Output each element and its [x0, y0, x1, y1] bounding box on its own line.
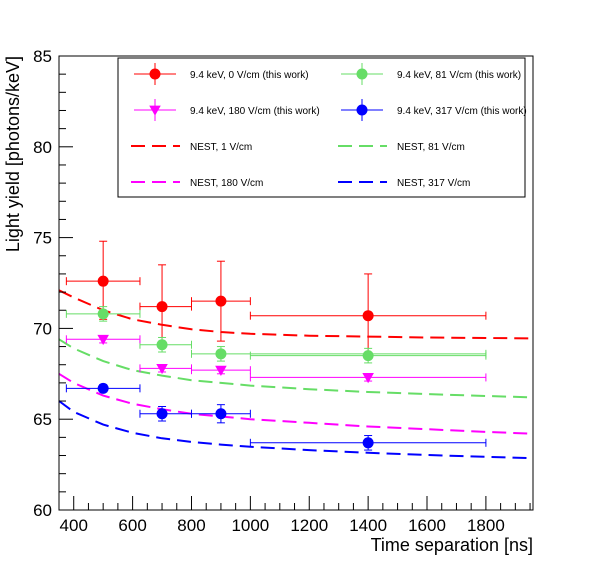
series-1-point-2 — [190, 346, 487, 362]
y-tick-label: 80 — [33, 138, 52, 157]
x-tick-label: 1000 — [231, 516, 269, 535]
legend-marker — [149, 105, 161, 116]
y-tick-label: 70 — [33, 319, 52, 338]
series-2-point-0 — [65, 334, 141, 346]
x-tick-label: 600 — [118, 516, 146, 535]
data-marker — [97, 334, 109, 346]
legend-entry-2: 9.4 keV, 180 V/cm (this work) — [134, 99, 320, 121]
data-marker — [215, 348, 227, 360]
series-3-point-0 — [65, 382, 141, 394]
y-axis-title: Light yield [photons/keV] — [3, 56, 23, 252]
x-tick-label: 1200 — [290, 516, 328, 535]
data-marker — [362, 373, 374, 384]
y-tick-label: 65 — [33, 410, 52, 429]
legend-label: 9.4 keV, 0 V/cm (this work) — [190, 70, 309, 81]
x-tick-label: 1800 — [467, 516, 505, 535]
x-tick-label: 800 — [177, 516, 205, 535]
legend-box — [117, 57, 526, 198]
series-1-point-1 — [139, 336, 192, 353]
series-3-point-2 — [190, 404, 251, 424]
series-1-point-3 — [249, 347, 487, 364]
series-2-point-3 — [249, 373, 487, 384]
data-marker — [156, 339, 168, 351]
data-marker — [215, 365, 227, 376]
nest-curve-2 — [58, 372, 534, 435]
series-0-point-1 — [139, 264, 192, 348]
x-tick-label: 400 — [60, 516, 88, 535]
series-3-point-3 — [249, 435, 487, 451]
data-marker — [362, 437, 374, 449]
nest-curve-1 — [58, 338, 534, 399]
data-marker — [362, 310, 374, 322]
x-axis-title: Time separation [ns] — [371, 535, 533, 555]
series-0-point-2 — [190, 260, 251, 342]
data-marker — [156, 301, 168, 313]
legend-entry-6: NEST, 180 V/cm — [131, 178, 263, 189]
legend-label: NEST, 180 V/cm — [190, 178, 263, 189]
series-2-point-2 — [190, 365, 251, 376]
legend-entry-4: NEST, 1 V/cm — [131, 142, 252, 153]
legend-entry-5: NEST, 81 V/cm — [338, 142, 465, 153]
legend-label: 9.4 keV, 317 V/cm (this work) — [397, 106, 527, 117]
legend-label: 9.4 keV, 180 V/cm (this work) — [190, 106, 320, 117]
legend-marker — [356, 104, 368, 116]
data-marker — [215, 408, 227, 420]
x-tick-label: 1600 — [408, 516, 446, 535]
data-points — [65, 240, 487, 451]
x-tick-label: 1400 — [349, 516, 387, 535]
y-tick-label: 85 — [33, 47, 52, 66]
legend-entry-7: NEST, 317 V/cm — [338, 178, 470, 189]
data-marker — [97, 382, 109, 394]
legend-entry-3: 9.4 keV, 317 V/cm (this work) — [341, 99, 527, 121]
data-marker — [97, 308, 109, 320]
series-0-point-3 — [249, 273, 487, 358]
y-tick-label: 75 — [33, 229, 52, 248]
data-marker — [97, 275, 109, 287]
data-marker — [215, 295, 227, 307]
legend-marker — [149, 68, 161, 80]
data-marker — [156, 408, 168, 420]
series-1-point-0 — [65, 306, 141, 322]
legend-entry-0: 9.4 keV, 0 V/cm (this work) — [134, 63, 309, 85]
legend-label: NEST, 81 V/cm — [397, 142, 465, 153]
axes: 400 600 800 1000 1200 1400 1600 1800 60 65 70 75 80 8… — [33, 47, 534, 535]
legend-label: 9.4 keV, 81 V/cm (this work) — [397, 70, 521, 81]
legend-label: NEST, 1 V/cm — [190, 142, 252, 153]
legend-marker — [356, 68, 368, 80]
legend: 9.4 keV, 0 V/cm (this work) 9.4 keV, 81 V… — [117, 57, 527, 198]
plot-frame — [58, 55, 534, 511]
nest-curve-3 — [58, 400, 534, 460]
series-3-point-1 — [139, 405, 192, 422]
data-marker — [156, 363, 168, 375]
y-tick-label: 60 — [33, 501, 52, 520]
legend-label: NEST, 317 V/cm — [397, 178, 470, 189]
data-marker — [362, 350, 374, 362]
legend-entry-1: 9.4 keV, 81 V/cm (this work) — [341, 63, 521, 85]
